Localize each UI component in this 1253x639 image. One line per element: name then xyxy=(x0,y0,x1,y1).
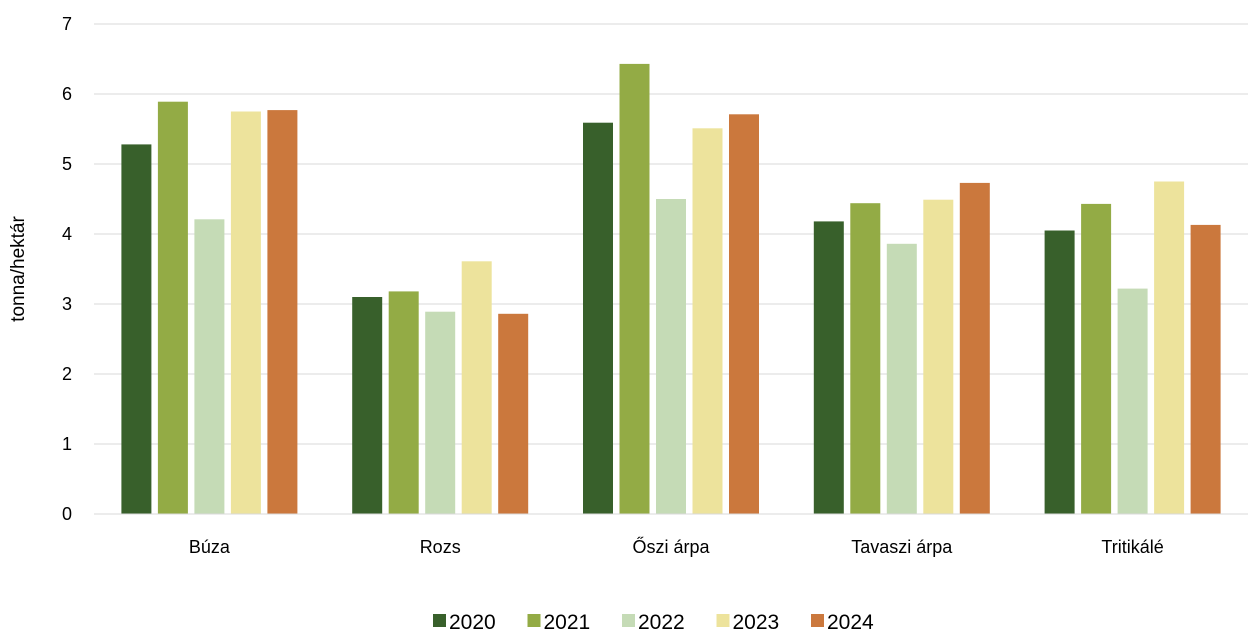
x-tick-label: Búza xyxy=(189,537,231,557)
bar-2022-2 xyxy=(656,199,686,514)
x-axis-ticks: Búza Rozs Őszi árpa Tavaszi árpa Tritikálé xyxy=(189,536,1164,557)
bar-2023-3 xyxy=(923,199,954,514)
y-tick-label: 2 xyxy=(62,364,72,384)
y-tick-label: 7 xyxy=(62,14,72,34)
bar-2020-4 xyxy=(1044,230,1075,514)
legend: 2020 2021 2022 2023 2024 xyxy=(433,611,874,634)
bar-2020-2 xyxy=(583,122,613,514)
bar-2024-3 xyxy=(959,182,990,514)
bar-2021-2 xyxy=(619,63,650,515)
bar-2023-2 xyxy=(692,128,723,515)
y-axis-title: tonna/hektár xyxy=(8,216,29,322)
legend-label: 2021 xyxy=(544,611,591,634)
bar-2021-1 xyxy=(388,291,419,514)
x-tick-label: Tritikálé xyxy=(1101,537,1163,557)
bar-2023-1 xyxy=(461,261,492,514)
legend-label: 2023 xyxy=(733,611,780,634)
y-axis-ticks: 0 1 2 3 4 5 6 7 xyxy=(62,14,72,524)
legend-label: 2022 xyxy=(638,611,685,634)
y-tick-label: 1 xyxy=(62,434,72,454)
x-tick-label: Rozs xyxy=(420,537,461,557)
legend-swatch-2022 xyxy=(622,614,635,627)
bar-2024-2 xyxy=(729,114,759,515)
legend-swatch-2023 xyxy=(716,614,730,627)
bar-2023-4 xyxy=(1154,181,1185,514)
y-tick-label: 0 xyxy=(62,504,72,524)
bar-2024-1 xyxy=(498,313,529,514)
legend-swatch-2020 xyxy=(433,614,446,627)
y-tick-label: 3 xyxy=(62,294,72,314)
legend-label: 2024 xyxy=(827,611,874,634)
x-tick-label: Őszi árpa xyxy=(632,536,710,557)
bar-2021-4 xyxy=(1081,203,1112,514)
bar-2022-1 xyxy=(425,311,456,514)
x-tick-label: Tavaszi árpa xyxy=(851,537,953,557)
y-tick-label: 4 xyxy=(62,224,72,244)
legend-label: 2020 xyxy=(449,611,496,634)
bars xyxy=(121,63,1221,515)
bar-2022-0 xyxy=(194,219,225,515)
bar-2021-3 xyxy=(850,203,881,514)
y-tick-label: 5 xyxy=(62,154,72,174)
y-tick-label: 6 xyxy=(62,84,72,104)
bar-2021-0 xyxy=(157,101,188,514)
bar-2020-0 xyxy=(121,144,152,514)
bar-2023-0 xyxy=(230,111,261,514)
bar-2024-4 xyxy=(1190,224,1221,514)
bar-2024-0 xyxy=(267,110,298,514)
bar-2020-3 xyxy=(813,221,844,514)
legend-swatch-2024 xyxy=(811,614,824,627)
bar-2022-3 xyxy=(886,243,917,515)
legend-swatch-2021 xyxy=(527,614,541,627)
bar-2022-4 xyxy=(1117,288,1148,514)
bar-2020-1 xyxy=(352,297,383,514)
